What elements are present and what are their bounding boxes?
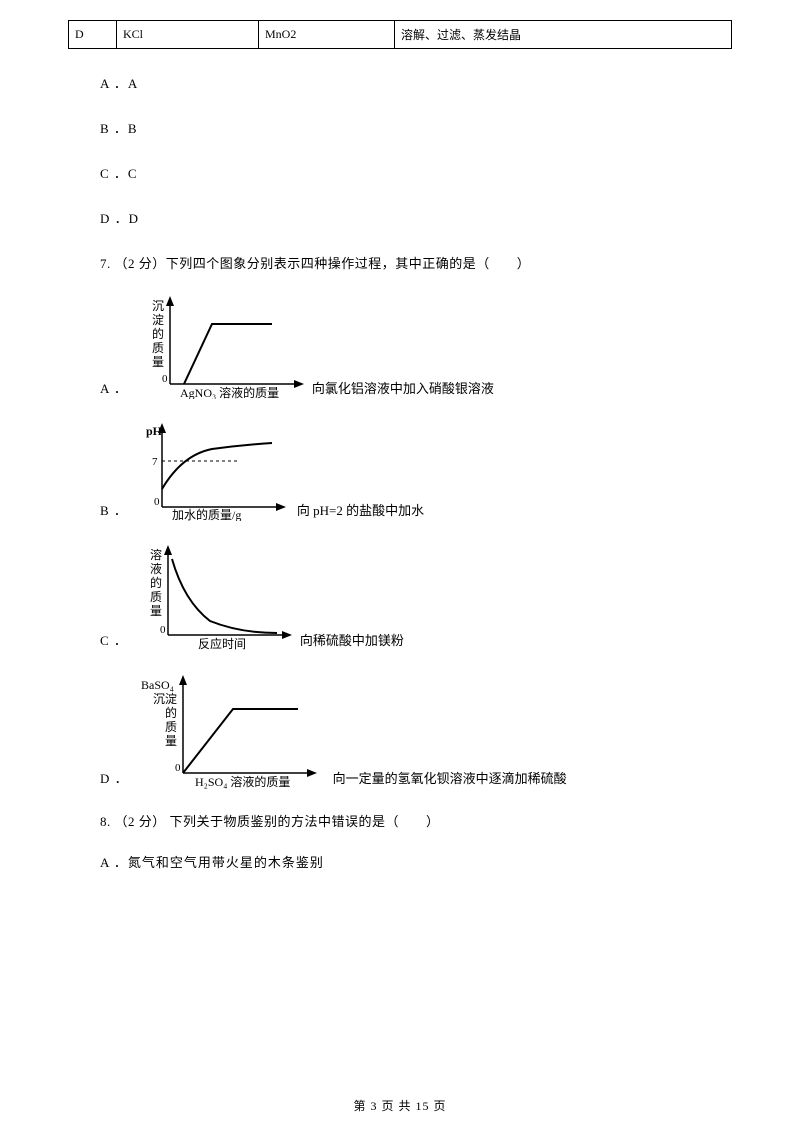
chart-a: 沉 淀 的 质 量 0 AgNO₃ 溶液的质量 <box>132 294 312 399</box>
svg-text:量: 量 <box>150 604 162 618</box>
chart-b: pH 7 0 加水的质量/g <box>132 421 297 521</box>
chart-c: 溶 液 的 质 量 0 反应时间 <box>132 543 300 651</box>
svg-text:H₂SO₄ 溶液的质量: H₂SO₄ 溶液的质量 <box>195 774 290 789</box>
svg-text:的: 的 <box>165 705 177 720</box>
svg-text:的: 的 <box>150 575 162 590</box>
question-8: 8. （2 分） 下列关于物质鉴别的方法中错误的是（ ） <box>100 811 732 830</box>
prefix-a: A ． <box>100 378 128 399</box>
cell-method: 溶解、过滤、蒸发结晶 <box>395 21 732 49</box>
table-row: D KCl MnO2 溶解、过滤、蒸发结晶 <box>69 21 732 49</box>
chart-d: BaSO₄ 沉淀 的 质 量 0 H₂SO₄ 溶液的质量 <box>133 673 333 789</box>
svg-text:质: 质 <box>152 341 164 355</box>
svg-text:质: 质 <box>165 720 177 734</box>
prefix-c: C ． <box>100 630 128 651</box>
option-a: A ．A <box>100 73 732 92</box>
page-footer: 第 3 页 共 15 页 <box>0 1097 800 1114</box>
chart-c-svg: 溶 液 的 质 量 0 反应时间 <box>132 543 300 651</box>
q8-option-a: A ．氮气和空气用带火星的木条鉴别 <box>100 852 732 871</box>
svg-text:淀: 淀 <box>152 313 164 327</box>
svg-text:质: 质 <box>150 590 162 604</box>
svg-text:的: 的 <box>152 326 164 341</box>
cell-mno2: MnO2 <box>259 21 395 49</box>
svg-text:沉淀: 沉淀 <box>153 692 177 706</box>
svg-text:沉: 沉 <box>152 299 164 313</box>
chart-b-svg: pH 7 0 加水的质量/g <box>132 421 297 521</box>
svg-text:BaSO₄: BaSO₄ <box>141 678 174 692</box>
option-d: D ．D <box>100 208 732 227</box>
prefix-b: B ． <box>100 500 128 521</box>
suffix-a: 向氯化铝溶液中加入硝酸银溶液 <box>312 378 494 399</box>
svg-text:溶: 溶 <box>150 547 162 562</box>
cell-d: D <box>69 21 117 49</box>
prefix-d: D ． <box>100 768 129 789</box>
suffix-d: 向一定量的氢氧化钡溶液中逐滴加稀硫酸 <box>333 768 567 789</box>
chart-d-svg: BaSO₄ 沉淀 的 质 量 0 H₂SO₄ 溶液的质量 <box>133 673 333 789</box>
cell-kcl: KCl <box>117 21 259 49</box>
question-7: 7. （2 分）下列四个图象分别表示四种操作过程，其中正确的是（ ） <box>100 253 732 272</box>
svg-text:反应时间: 反应时间 <box>198 636 246 651</box>
svg-text:0: 0 <box>175 762 181 774</box>
option-c: C ．C <box>100 163 732 182</box>
suffix-b: 向 pH=2 的盐酸中加水 <box>297 500 424 521</box>
q7-option-a: A ． 沉 淀 的 质 量 0 AgNO₃ 溶液的质量 向氯化铝溶液中加入硝酸银… <box>100 294 732 399</box>
q7-option-b: B ． pH 7 0 加水的质量/g 向 pH=2 的盐酸中加水 <box>100 421 732 521</box>
svg-text:量: 量 <box>165 734 177 748</box>
svg-text:pH: pH <box>146 424 163 438</box>
q7-option-d: D ． BaSO₄ 沉淀 的 质 量 0 H₂SO₄ 溶液的质量 向一定量的氢氧… <box>100 673 732 789</box>
chart-a-svg: 沉 淀 的 质 量 0 AgNO₃ 溶液的质量 <box>132 294 312 399</box>
svg-text:AgNO₃ 溶液的质量: AgNO₃ 溶液的质量 <box>180 385 279 399</box>
svg-text:0: 0 <box>160 624 166 636</box>
svg-text:0: 0 <box>162 373 168 385</box>
option-b: B ．B <box>100 118 732 137</box>
q7-option-c: C ． 溶 液 的 质 量 0 反应时间 向稀硫酸中加镁粉 <box>100 543 732 651</box>
svg-text:量: 量 <box>152 355 164 369</box>
svg-text:7: 7 <box>152 456 158 468</box>
suffix-c: 向稀硫酸中加镁粉 <box>300 630 404 651</box>
svg-text:加水的质量/g: 加水的质量/g <box>172 507 241 521</box>
data-table: D KCl MnO2 溶解、过滤、蒸发结晶 <box>68 20 732 49</box>
svg-text:0: 0 <box>154 496 160 508</box>
svg-text:液: 液 <box>150 561 162 576</box>
